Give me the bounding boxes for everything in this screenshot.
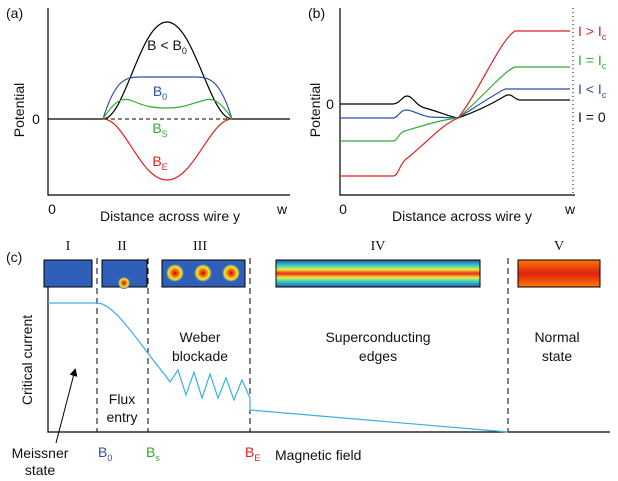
x-end: w	[276, 201, 288, 217]
panel-b: (b) Potential 0 0 w Distance across wire…	[307, 5, 607, 224]
note: state	[542, 348, 573, 364]
curve-label: BE	[152, 153, 167, 172]
y-axis-label: Potential	[11, 83, 27, 137]
vortex	[222, 264, 240, 282]
axes	[47, 8, 290, 196]
note: Superconducting	[325, 329, 430, 345]
panel-label: (b)	[308, 5, 325, 21]
x-start: 0	[339, 201, 347, 217]
zero-label: 0	[326, 96, 334, 112]
regime-label: II	[117, 239, 127, 254]
note: Flux	[109, 391, 135, 407]
axes	[339, 8, 575, 196]
curve-label: I > Ic	[578, 23, 607, 42]
note: Meissner	[12, 445, 69, 461]
curve-label: I = Ic	[578, 52, 607, 71]
curve	[48, 21, 290, 120]
arrow	[55, 368, 78, 444]
axes	[47, 270, 610, 433]
curve	[340, 66, 570, 142]
regime-label: V	[554, 239, 564, 254]
note: entry	[106, 409, 137, 425]
y-axis-label: Critical current	[19, 315, 35, 405]
x-axis-label: Distance across wire y	[392, 208, 532, 224]
field-label: Bs	[146, 444, 160, 463]
vortex	[194, 264, 212, 282]
note: Weber	[180, 329, 221, 345]
note: Normal	[534, 329, 579, 345]
curve	[340, 94, 570, 119]
x-end: w	[564, 201, 576, 217]
x-start: 0	[48, 201, 56, 217]
regime-label: III	[193, 239, 207, 254]
regime-label: I	[66, 239, 71, 254]
curve-label: I = 0	[578, 109, 606, 125]
critical-current-curve	[48, 302, 509, 433]
curve-label: B0	[153, 83, 167, 102]
panel-label: (c)	[6, 249, 22, 265]
regime-image	[275, 259, 481, 288]
regime-image	[517, 259, 601, 288]
note: edges	[359, 348, 397, 364]
field-label: BE	[245, 444, 260, 463]
y-axis-label: Potential	[307, 83, 323, 137]
panel-label: (a)	[6, 5, 23, 21]
curve	[340, 30, 570, 177]
panel-a: (a) Potential 0 0 w Distance across wire…	[6, 5, 290, 224]
regime-label: IV	[371, 239, 386, 254]
note: state	[25, 462, 56, 478]
panel-c: (c) Critical current I II III IV V Weber…	[6, 239, 610, 478]
x-axis-label: Magnetic field	[275, 447, 361, 463]
field-label: B0	[98, 444, 112, 463]
curve-label: BS	[152, 120, 167, 139]
vortex	[166, 264, 184, 282]
curve-label: B < B0	[147, 37, 187, 56]
zero-label: 0	[32, 111, 40, 127]
regime-image	[43, 259, 93, 288]
curve	[102, 98, 233, 120]
curve-label: I < Ic	[578, 81, 607, 100]
vortex	[118, 277, 130, 289]
curve	[340, 88, 570, 119]
curve	[102, 118, 233, 181]
x-axis-label: Distance across wire y	[100, 208, 240, 224]
curve	[102, 76, 233, 120]
note: blockade	[172, 348, 228, 364]
